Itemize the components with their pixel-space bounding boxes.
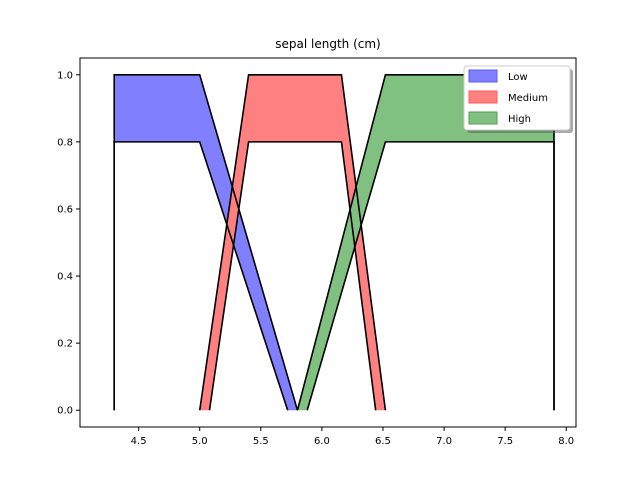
- series-upper-line-medium: [198, 73, 387, 411]
- series-lower-line-high: [306, 141, 555, 411]
- series-lower-line-low: [113, 141, 289, 411]
- legend-swatch-medium: [468, 90, 498, 104]
- x-tick-label: 4.5: [131, 436, 147, 447]
- x-tick-label: 5.0: [192, 436, 208, 447]
- series-band-low: [114, 74, 298, 411]
- legend-swatch-high: [468, 111, 498, 125]
- y-tick-label: 0.0: [57, 406, 73, 417]
- y-tick-label: 0.4: [57, 272, 73, 283]
- x-tick-label: 7.0: [436, 436, 452, 447]
- y-tick-label: 0.8: [57, 137, 73, 148]
- legend-label-medium: Medium: [508, 93, 548, 104]
- x-tick-label: 8.0: [558, 436, 574, 447]
- y-axis-ticks: 0.0 0.2 0.4 0.6 0.8 1.0: [57, 70, 80, 417]
- legend-swatch-low: [468, 69, 498, 83]
- chart-title: sepal length (cm): [275, 37, 380, 51]
- legend-label-high: High: [508, 114, 531, 125]
- x-tick-label: 6.0: [314, 436, 330, 447]
- y-tick-label: 1.0: [57, 70, 73, 81]
- x-tick-label: 7.5: [497, 436, 513, 447]
- axes-frame: [79, 57, 577, 428]
- x-axis-ticks: 4.5 5.0 5.5 6.0 6.5 7.0 7.5 8.0: [131, 427, 574, 447]
- y-tick-label: 0.2: [57, 339, 73, 350]
- series-lower-line-medium: [208, 141, 377, 411]
- x-tick-label: 5.5: [253, 436, 269, 447]
- legend: Low Medium High: [463, 65, 573, 133]
- y-tick-label: 0.6: [57, 204, 73, 215]
- legend-label-low: Low: [508, 72, 528, 83]
- x-tick-label: 6.5: [375, 436, 391, 447]
